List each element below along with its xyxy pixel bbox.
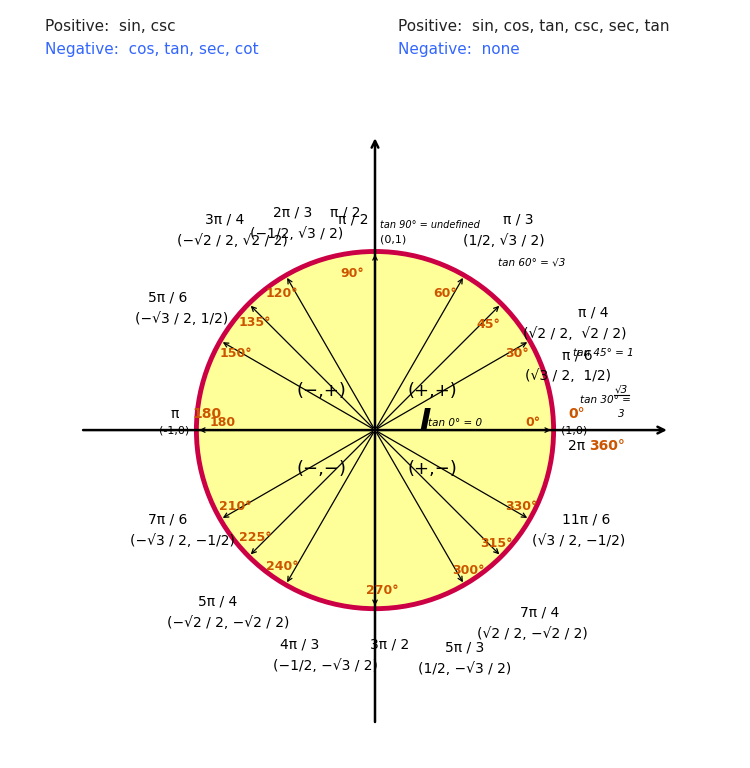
Text: Negative:  none: Negative: none — [398, 42, 519, 58]
Text: 360°: 360° — [590, 439, 626, 453]
Text: I: I — [419, 406, 430, 435]
Text: (−√2 / 2, −√2 / 2): (−√2 / 2, −√2 / 2) — [167, 616, 290, 630]
Text: 135°: 135° — [239, 316, 272, 329]
Text: 3π / 2: 3π / 2 — [370, 637, 409, 651]
Text: (−√2 / 2, √2 / 2): (−√2 / 2, √2 / 2) — [177, 233, 287, 248]
Text: tan 90° = undefined: tan 90° = undefined — [380, 220, 480, 230]
Text: (−1/2, √3 / 2): (−1/2, √3 / 2) — [250, 227, 343, 240]
Text: (√3 / 2,  1/2): (√3 / 2, 1/2) — [525, 369, 611, 383]
Text: (1,0): (1,0) — [561, 425, 587, 435]
Text: (−,+): (−,+) — [296, 382, 346, 400]
Text: 0°: 0° — [568, 407, 584, 421]
Text: 210°: 210° — [219, 501, 252, 513]
Text: 11π / 6: 11π / 6 — [562, 512, 610, 526]
Text: π: π — [170, 407, 178, 421]
Text: Positive:  sin, csc: Positive: sin, csc — [45, 19, 176, 35]
Text: 315°: 315° — [480, 537, 513, 550]
Text: (1/2, √3 / 2): (1/2, √3 / 2) — [463, 233, 544, 248]
Text: tan 60° = √3: tan 60° = √3 — [499, 257, 566, 267]
Text: π / 4: π / 4 — [578, 305, 608, 319]
Text: 180: 180 — [209, 416, 236, 429]
Text: 90°: 90° — [340, 267, 364, 280]
Text: π / 2: π / 2 — [338, 212, 369, 227]
Text: (1/2, −√3 / 2): (1/2, −√3 / 2) — [418, 663, 511, 677]
Text: 300°: 300° — [452, 564, 484, 577]
Text: 30°: 30° — [506, 347, 530, 359]
Text: 120°: 120° — [266, 286, 298, 300]
Text: 2π / 3: 2π / 3 — [273, 205, 313, 219]
Text: tan 45° = 1: tan 45° = 1 — [573, 348, 634, 359]
Text: 7π / 6: 7π / 6 — [148, 512, 188, 526]
Text: (−1/2, −√3 / 2): (−1/2, −√3 / 2) — [272, 659, 377, 673]
Text: 270°: 270° — [366, 584, 398, 597]
Text: 45°: 45° — [477, 318, 501, 331]
Text: (√3 / 2, −1/2): (√3 / 2, −1/2) — [532, 534, 626, 548]
Text: 4π / 3: 4π / 3 — [280, 637, 320, 651]
Text: π / 6: π / 6 — [562, 348, 592, 362]
Text: 225°: 225° — [238, 531, 272, 544]
Text: √3: √3 — [615, 384, 628, 394]
Text: (+,+): (+,+) — [407, 382, 457, 400]
Text: 2π: 2π — [568, 439, 585, 453]
Text: Negative:  cos, tan, sec, cot: Negative: cos, tan, sec, cot — [45, 42, 259, 58]
Text: 240°: 240° — [266, 561, 298, 574]
Text: (+,−): (+,−) — [407, 460, 457, 478]
Text: 3π / 4: 3π / 4 — [206, 212, 245, 227]
Text: π / 3: π / 3 — [503, 212, 533, 227]
Text: π / 2: π / 2 — [330, 205, 361, 220]
Text: tan 30° =: tan 30° = — [580, 395, 632, 405]
Text: 5π / 6: 5π / 6 — [148, 291, 188, 305]
Text: (0,1): (0,1) — [380, 234, 406, 244]
Text: (−√3 / 2, −1/2): (−√3 / 2, −1/2) — [130, 534, 235, 548]
Text: 5π / 3: 5π / 3 — [445, 641, 484, 655]
Circle shape — [196, 251, 554, 609]
Text: (−,−): (−,−) — [296, 460, 346, 478]
Text: 0°: 0° — [525, 416, 540, 429]
Text: Positive:  sin, cos, tan, csc, sec, tan: Positive: sin, cos, tan, csc, sec, tan — [398, 19, 669, 35]
Text: (-1,0): (-1,0) — [159, 425, 189, 435]
Text: 60°: 60° — [433, 286, 457, 300]
Text: (−√3 / 2, 1/2): (−√3 / 2, 1/2) — [136, 313, 229, 326]
Text: 150°: 150° — [219, 347, 252, 359]
Text: (√2 / 2, −√2 / 2): (√2 / 2, −√2 / 2) — [477, 627, 587, 641]
Text: 7π / 4: 7π / 4 — [520, 605, 559, 619]
Text: 5π / 4: 5π / 4 — [198, 594, 238, 608]
Text: (√2 / 2,  √2 / 2): (√2 / 2, √2 / 2) — [524, 326, 627, 341]
Text: 330°: 330° — [506, 501, 538, 513]
Text: 3: 3 — [618, 409, 625, 419]
Text: tan 0° = 0: tan 0° = 0 — [428, 418, 482, 428]
Text: 180: 180 — [192, 407, 221, 421]
